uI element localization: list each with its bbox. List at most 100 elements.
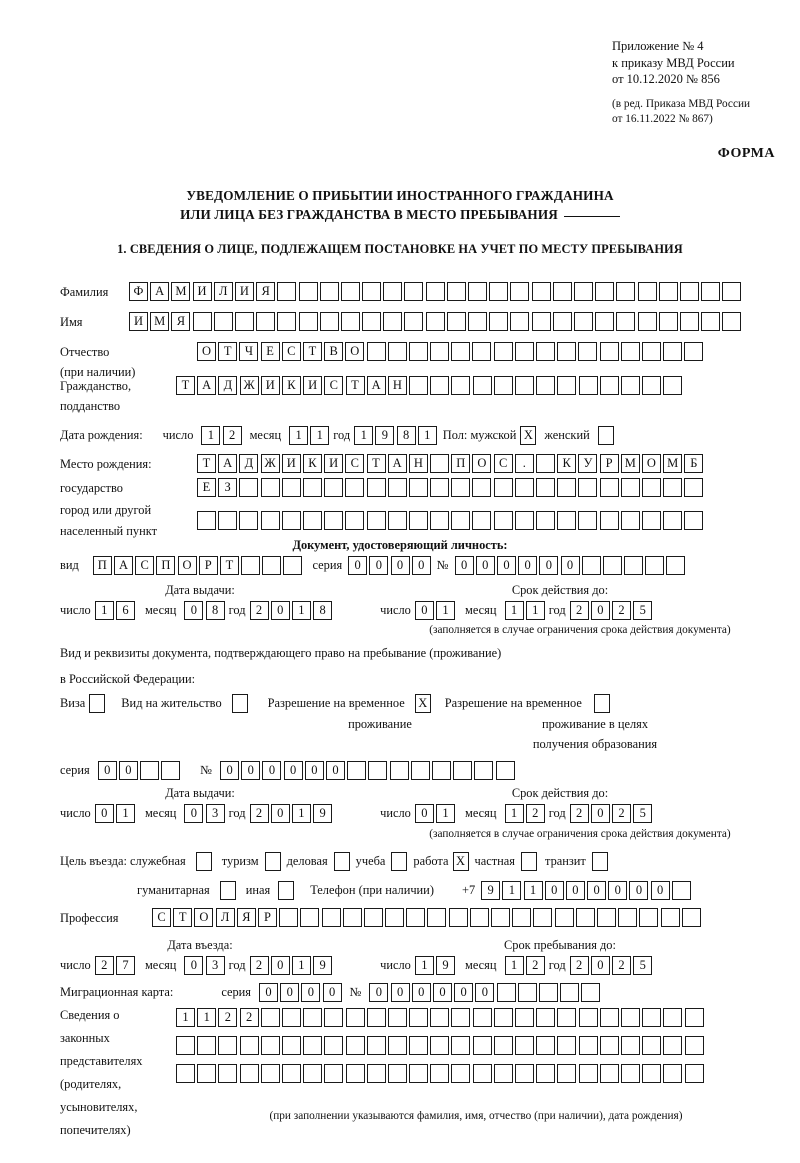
char-cell[interactable]: 0 [411, 983, 431, 1002]
char-cell[interactable] [557, 511, 577, 530]
char-cell[interactable]: Т [176, 376, 195, 395]
legal-rep-row-3[interactable] [176, 1064, 704, 1083]
char-cell[interactable] [493, 1008, 513, 1027]
char-cell[interactable] [552, 282, 572, 301]
char-cell[interactable]: У [578, 454, 598, 473]
char-cell[interactable]: 1 [417, 426, 437, 445]
char-cell[interactable] [489, 282, 509, 301]
char-cell[interactable]: 1 [523, 881, 543, 900]
char-cell[interactable]: Л [215, 908, 235, 927]
char-cell[interactable]: 0 [326, 761, 346, 780]
char-cell[interactable]: 0 [262, 761, 282, 780]
char-cell[interactable]: 1 [289, 426, 309, 445]
char-cell[interactable]: П [92, 556, 112, 575]
char-cell[interactable]: К [302, 454, 322, 473]
char-cell[interactable] [472, 1064, 492, 1083]
char-cell[interactable] [387, 511, 407, 530]
char-cell[interactable]: И [192, 282, 212, 301]
char-cell[interactable]: 1 [94, 601, 114, 620]
char-cell[interactable] [260, 1036, 280, 1055]
char-cell[interactable] [387, 1036, 407, 1055]
char-cell[interactable] [260, 1064, 280, 1083]
char-cell[interactable] [663, 342, 683, 361]
char-cell[interactable] [560, 983, 580, 1002]
char-cell[interactable]: 1 [436, 804, 456, 823]
char-cell[interactable] [281, 511, 301, 530]
char-cell[interactable] [409, 1008, 429, 1027]
visa-checkbox[interactable] [89, 694, 106, 713]
char-cell[interactable]: И [324, 454, 344, 473]
temp-residence-checkbox[interactable]: X [414, 694, 431, 713]
char-cell[interactable]: Ч [239, 342, 259, 361]
char-cell[interactable] [495, 761, 515, 780]
char-cell[interactable] [578, 478, 598, 497]
char-cell[interactable]: 0 [590, 601, 610, 620]
char-cell[interactable] [197, 1064, 217, 1083]
char-cell[interactable] [260, 1008, 280, 1027]
char-cell[interactable] [161, 761, 181, 780]
purpose-private-checkbox[interactable] [521, 852, 537, 871]
char-cell[interactable] [581, 556, 601, 575]
char-cell[interactable]: 0 [304, 761, 324, 780]
char-cell[interactable] [368, 761, 388, 780]
char-cell[interactable] [510, 312, 530, 331]
char-cell[interactable] [303, 1008, 323, 1027]
char-cell[interactable]: М [663, 454, 683, 473]
char-cell[interactable] [404, 312, 424, 331]
char-cell[interactable] [599, 511, 619, 530]
char-cell[interactable]: И [303, 376, 323, 395]
char-cell[interactable]: М [620, 454, 640, 473]
char-cell[interactable]: 2 [612, 956, 631, 975]
char-cell[interactable]: Е [197, 478, 216, 497]
char-cell[interactable]: С [281, 342, 301, 361]
char-cell[interactable] [599, 1064, 619, 1083]
char-cell[interactable]: 0 [97, 761, 117, 780]
char-cell[interactable]: 1 [504, 601, 524, 620]
char-cell[interactable]: 2 [525, 956, 545, 975]
char-cell[interactable] [578, 342, 598, 361]
char-cell[interactable] [321, 908, 341, 927]
char-cell[interactable] [637, 312, 657, 331]
char-cell[interactable]: 2 [525, 804, 545, 823]
char-cell[interactable]: Ж [239, 376, 259, 395]
char-cell[interactable]: 0 [539, 556, 559, 575]
char-cell[interactable] [536, 511, 555, 530]
char-cell[interactable]: В [324, 342, 344, 361]
char-cell[interactable]: И [234, 282, 254, 301]
char-cell[interactable] [514, 342, 534, 361]
char-cell[interactable] [298, 312, 318, 331]
char-cell[interactable] [514, 478, 534, 497]
char-cell[interactable] [451, 1008, 471, 1027]
char-cell[interactable]: 5 [633, 804, 653, 823]
char-cell[interactable] [213, 312, 233, 331]
char-cell[interactable] [515, 376, 534, 395]
purpose-study-checkbox[interactable] [391, 852, 408, 871]
char-cell[interactable] [430, 478, 450, 497]
char-cell[interactable]: 0 [454, 983, 474, 1002]
char-cell[interactable]: Ж [260, 454, 280, 473]
char-cell[interactable] [573, 312, 593, 331]
char-cell[interactable] [493, 1036, 513, 1055]
sex-female-checkbox[interactable] [597, 426, 614, 445]
char-cell[interactable] [722, 282, 742, 301]
char-cell[interactable] [595, 312, 615, 331]
char-cell[interactable]: Т [366, 454, 386, 473]
char-cell[interactable]: 1 [115, 804, 135, 823]
char-cell[interactable] [599, 376, 619, 395]
char-cell[interactable] [279, 908, 299, 927]
char-cell[interactable] [557, 376, 577, 395]
char-cell[interactable]: 1 [310, 426, 330, 445]
char-cell[interactable] [491, 908, 510, 927]
char-cell[interactable] [281, 1008, 301, 1027]
char-cell[interactable] [239, 1036, 259, 1055]
char-cell[interactable] [552, 312, 572, 331]
char-cell[interactable]: Т [173, 908, 193, 927]
char-cell[interactable] [340, 282, 360, 301]
char-cell[interactable] [557, 478, 577, 497]
char-cell[interactable]: 0 [414, 601, 434, 620]
